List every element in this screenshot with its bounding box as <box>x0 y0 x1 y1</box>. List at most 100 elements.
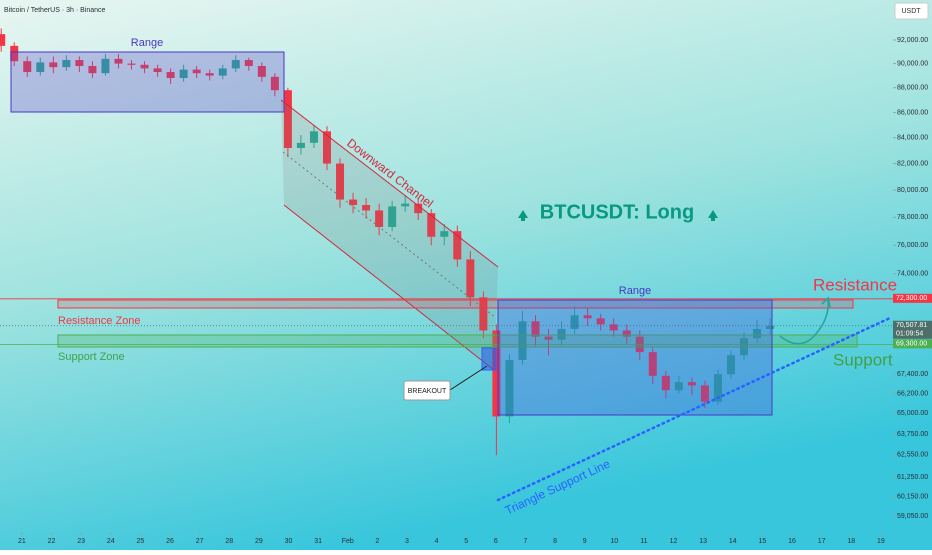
x-tick-label: 23 <box>77 538 85 545</box>
candle-body <box>231 60 240 69</box>
y-tick-label: 67,400.00 <box>897 371 928 378</box>
candle-body <box>296 142 305 148</box>
candle-body <box>583 315 592 319</box>
candle-body <box>205 73 214 76</box>
candle-body <box>62 60 71 68</box>
candle-body <box>257 65 266 77</box>
x-tick-label: 25 <box>136 538 144 545</box>
x-tick-label: 7 <box>523 538 527 545</box>
candle-body <box>283 90 292 148</box>
channel-mid <box>282 151 497 319</box>
candle-body <box>0 34 6 46</box>
channel-line <box>280 99 499 268</box>
candle-body <box>49 62 58 68</box>
price-label-box <box>893 320 932 339</box>
candle-body <box>218 68 227 76</box>
candle-body <box>309 131 318 143</box>
resistance-zone <box>57 299 854 309</box>
candle-body <box>270 76 279 91</box>
candle-body <box>687 382 696 386</box>
breakout-arrow <box>449 365 488 391</box>
annotation: Range <box>131 37 163 49</box>
y-tick-label: 63,750.00 <box>897 431 928 438</box>
candle-body <box>544 336 553 340</box>
price-label-box <box>893 293 932 303</box>
candle-body <box>726 355 735 375</box>
candle-body <box>753 328 762 339</box>
candle-body <box>166 71 175 79</box>
candle-body <box>153 68 162 72</box>
x-tick-label: 3 <box>405 538 409 545</box>
x-tick-label: 30 <box>285 538 293 545</box>
x-tick-label: 4 <box>435 538 439 545</box>
candle-body <box>766 325 775 329</box>
x-tick-label: 31 <box>314 538 322 545</box>
plot: 92,000.00 90,000.00 88,000.00 86,000.00 84,0… <box>0 28 932 545</box>
price-label: 72,300.00 <box>896 295 927 302</box>
x-tick-label: 10 <box>610 538 618 545</box>
x-tick-label: 26 <box>166 538 174 545</box>
up-icon <box>708 210 718 221</box>
price-label: 70,507.81 <box>896 322 927 329</box>
y-tick-label: 78,000.00 <box>897 214 928 221</box>
x-tick-label: 11 <box>640 538 647 545</box>
x-tick-label: 17 <box>818 538 826 545</box>
annotation: Support <box>833 350 893 369</box>
breakout-box-label <box>403 380 451 401</box>
y-tick-label: 65,000.00 <box>897 410 928 417</box>
candle-body <box>518 321 527 360</box>
x-tick-label: 16 <box>788 538 796 545</box>
candle-body <box>557 328 566 340</box>
curve-arrow <box>779 299 830 345</box>
currency-box <box>894 2 929 20</box>
y-tick-label: 90,000.00 <box>897 60 928 67</box>
candle-body <box>75 60 84 66</box>
x-tick-label: 18 <box>847 538 855 545</box>
x-tick-label: 19 <box>877 538 885 545</box>
symbol: Bitcoin / TetherUS · 3h · Binance <box>4 7 106 14</box>
x-tick-label: 6 <box>494 538 498 545</box>
candle-body <box>336 163 345 200</box>
candle-body <box>648 352 657 376</box>
annotation: Resistance Zone <box>58 315 141 327</box>
x-tick-label: 9 <box>583 538 587 545</box>
candle-body <box>375 210 384 227</box>
candle-body <box>700 385 709 402</box>
candle-body <box>609 324 618 331</box>
x-tick-label: 21 <box>18 538 26 545</box>
y-tick-label: 82,000.00 <box>897 160 928 167</box>
candle-body <box>88 65 97 74</box>
annotation: Range <box>619 285 651 297</box>
annotation: BREAKOUT <box>408 388 447 395</box>
candle-body <box>674 382 683 391</box>
candle-body <box>661 375 670 391</box>
channel-line <box>283 204 495 371</box>
candle-body <box>10 45 19 62</box>
countdown: 01:09:54 <box>896 331 923 338</box>
y-tick-label: 60,150.00 <box>897 493 928 500</box>
candle-body <box>531 321 540 337</box>
candle-body <box>140 64 149 69</box>
x-tick-label: 13 <box>699 538 707 545</box>
y-tick-label: 74,000.00 <box>897 271 928 278</box>
candle-body <box>427 213 436 237</box>
candle-body <box>36 62 45 72</box>
x-tick-label: 8 <box>553 538 557 545</box>
candle-body <box>479 297 488 331</box>
candle-body <box>388 206 397 227</box>
x-tick-label: 29 <box>255 538 263 545</box>
price-label-box <box>893 339 932 349</box>
x-tick-label: 28 <box>225 538 233 545</box>
annotation: Resistance <box>813 275 897 294</box>
candle-body <box>192 69 201 74</box>
range-box <box>10 51 285 113</box>
candle-body <box>127 63 136 65</box>
y-tick-label: 76,000.00 <box>897 242 928 249</box>
currency: USDT <box>901 8 921 15</box>
candle-body <box>414 203 423 214</box>
arrow-head <box>821 296 831 308</box>
candle-body <box>505 359 514 417</box>
x-tick-label: 24 <box>107 538 115 545</box>
